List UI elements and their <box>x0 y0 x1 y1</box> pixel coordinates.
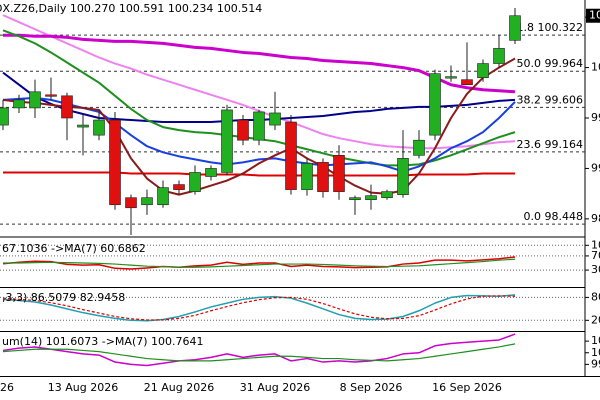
candle-body <box>221 109 233 173</box>
candle-body <box>445 76 457 79</box>
candle-body <box>333 155 345 192</box>
x-tick-label: 31 Aug 2026 <box>240 381 310 394</box>
candle-body <box>429 73 441 136</box>
indicator-line <box>2 343 516 362</box>
x-tick-label: 21 Aug 2026 <box>144 381 214 394</box>
candle-body <box>141 197 153 206</box>
candle-body <box>349 197 361 200</box>
candle-body <box>301 163 313 190</box>
last-price-box <box>586 8 600 23</box>
candle-body <box>93 119 105 136</box>
indicator-line <box>2 256 516 270</box>
candle-body <box>205 168 217 177</box>
fib-label: 38.2 99.606 <box>517 93 583 106</box>
candle-body <box>509 15 521 41</box>
candle-body <box>317 162 329 192</box>
indicator-line <box>2 295 516 321</box>
candle-body <box>173 184 185 190</box>
chart-title: DX.Z26,Daily 100.270 100.591 100.234 100… <box>0 2 262 15</box>
y-tick-label: 99.5 <box>591 111 600 124</box>
candle-body <box>0 107 9 126</box>
candle-body <box>477 63 489 78</box>
x-tick-label: 16 Sep 2026 <box>432 381 502 394</box>
fib-label: 23.6 99.164 <box>517 138 583 151</box>
x-tick-label: 26 <box>0 381 14 394</box>
y-tick-label: 99 <box>591 161 600 174</box>
candle-body <box>125 197 137 209</box>
candle-body <box>461 79 473 86</box>
fib-label: 50.0 99.964 <box>517 57 583 70</box>
indicator-line <box>3 258 516 268</box>
candle-body <box>61 95 73 119</box>
fib-label: 0.0 98.448 <box>524 210 583 223</box>
candle-body <box>109 119 121 206</box>
candle-body <box>189 172 201 192</box>
candle-body <box>365 195 377 200</box>
candle-body <box>397 158 409 195</box>
indicator-line <box>2 57 516 196</box>
candle-body <box>381 191 393 198</box>
pane-label: ,3,3) 86.5079 82.9458 <box>2 291 125 304</box>
fib-label: 1.8 100.322 <box>517 21 583 34</box>
y-tick-label: 98.5 <box>591 212 600 225</box>
y-tick-label: 100 <box>591 238 600 251</box>
indicator-line <box>2 333 516 367</box>
candle-body <box>269 112 281 126</box>
last-price-label: 100.514 <box>589 9 600 22</box>
candle-body <box>493 48 505 64</box>
y-tick-label: 100 <box>591 346 600 359</box>
indicator-line <box>3 171 515 177</box>
candle-body <box>29 91 41 109</box>
y-tick-label: 99 <box>591 357 600 370</box>
candle-body <box>285 121 297 190</box>
y-tick-label: 70 <box>591 249 600 262</box>
indicator-line <box>2 294 516 322</box>
candle-body <box>237 119 249 141</box>
pane-label: 67.1036 ->MA(7) 60.6862 <box>2 242 146 255</box>
candle-body <box>157 187 169 206</box>
y-tick-label: 100 <box>591 61 600 74</box>
candle-body <box>413 139 425 156</box>
candle-body <box>45 94 57 97</box>
candle-body <box>13 99 25 109</box>
x-tick-label: 8 Sep 2026 <box>340 381 403 394</box>
y-tick-label: 101 <box>591 334 600 347</box>
pane-label: um(14) 101.6073 ->MA(7) 100.7641 <box>2 335 204 348</box>
candle-body <box>77 124 89 128</box>
y-tick-label: 80 <box>591 290 600 303</box>
y-tick-label: 30 <box>591 263 600 276</box>
candle-body <box>253 111 265 141</box>
y-tick-label: 20 <box>591 313 600 326</box>
x-tick-label: 13 Aug 2026 <box>48 381 118 394</box>
